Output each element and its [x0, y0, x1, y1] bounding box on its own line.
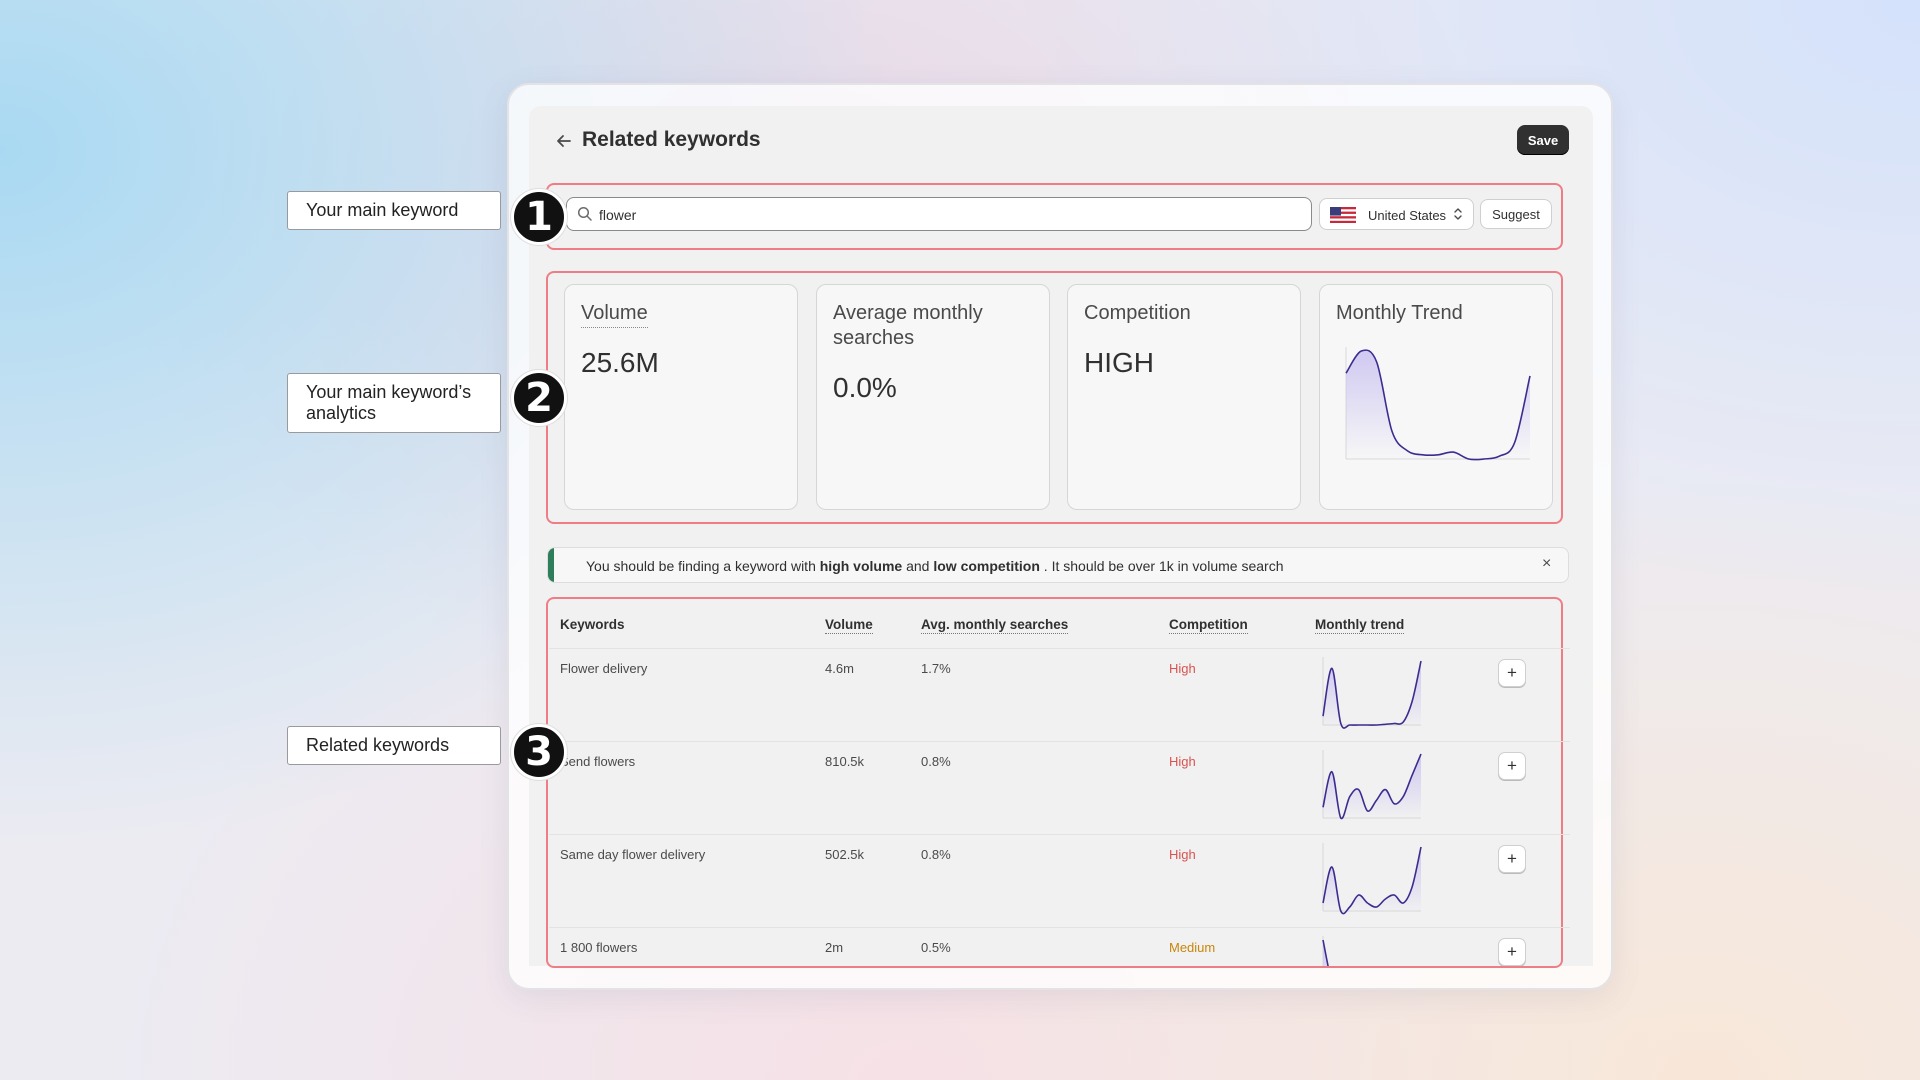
search-input[interactable]: flower — [566, 197, 1312, 231]
table-row: 1 800 flowers 2m 0.5% Medium + — [549, 928, 1570, 966]
row-volume: 810.5k — [825, 754, 865, 769]
callout-number-2: 2 — [511, 370, 567, 426]
monthly-trend-chart — [1345, 347, 1531, 461]
avg-monthly-value: 0.0% — [833, 372, 897, 403]
trend-area — [1323, 847, 1421, 914]
row-competition: High — [1169, 847, 1196, 862]
search-icon — [577, 206, 593, 222]
row-keyword: Send flowers — [560, 754, 636, 769]
monthly-trend-label: Monthly Trend — [1336, 302, 1463, 324]
row-divider — [549, 927, 1570, 928]
close-icon[interactable]: × — [1542, 555, 1552, 572]
avg-monthly-label: Average monthly searches — [833, 302, 983, 349]
competition-value: HIGH — [1084, 347, 1154, 378]
row-volume: 502.5k — [825, 847, 865, 862]
row-trend-chart — [1322, 750, 1422, 820]
header-avg-monthly[interactable]: Avg. monthly searches — [921, 617, 1069, 634]
row-avg-monthly: 0.8% — [921, 847, 951, 862]
highlight-related-keywords — [546, 597, 1563, 968]
add-keyword-button[interactable]: + — [1498, 845, 1526, 873]
row-trend-chart — [1322, 843, 1422, 915]
row-keyword: Flower delivery — [560, 661, 648, 676]
row-keyword: 1 800 flowers — [560, 940, 638, 955]
trend-line — [1322, 660, 1422, 729]
select-arrows-icon — [1452, 205, 1464, 223]
trend-line — [1322, 846, 1422, 915]
competition-label: Competition — [1084, 302, 1191, 324]
competition-card: Competition HIGH — [1067, 284, 1301, 510]
trend-line — [1322, 939, 1329, 966]
volume-label: Volume — [581, 301, 648, 328]
info-banner: You should be finding a keyword with hig… — [547, 547, 1569, 583]
callout-number-1: 1 — [511, 189, 567, 245]
row-divider — [549, 648, 1570, 649]
table-row: Send flowers 810.5k 0.8% High + — [549, 742, 1570, 834]
us-flag-icon — [1330, 207, 1356, 223]
trend-line — [1322, 753, 1422, 820]
trend-area — [1346, 350, 1530, 460]
header-competition[interactable]: Competition — [1169, 617, 1248, 634]
add-keyword-button[interactable]: + — [1498, 659, 1526, 687]
callout-analytics: Your main keyword’s analytics — [287, 373, 501, 433]
row-divider — [549, 741, 1570, 742]
banner-text: You should be finding a keyword with hig… — [586, 558, 1284, 574]
trend-area — [1323, 661, 1421, 729]
table-row: Flower delivery 4.6m 1.7% High + — [549, 649, 1570, 741]
row-avg-monthly: 0.5% — [921, 940, 951, 955]
back-arrow-icon[interactable] — [553, 130, 575, 152]
row-competition: High — [1169, 754, 1196, 769]
row-trend-chart — [1322, 936, 1329, 966]
row-avg-monthly: 0.8% — [921, 754, 951, 769]
row-avg-monthly: 1.7% — [921, 661, 951, 676]
row-divider — [549, 834, 1570, 835]
row-volume: 2m — [825, 940, 844, 955]
related-keywords-table: Keywords Volume Avg. monthly searches Co… — [549, 600, 1570, 966]
row-trend-chart — [1322, 657, 1422, 729]
row-volume: 4.6m — [825, 661, 854, 676]
add-keyword-button[interactable]: + — [1498, 938, 1526, 966]
search-value[interactable]: flower — [599, 207, 637, 223]
volume-card: Volume 25.6M — [564, 284, 798, 510]
add-keyword-button[interactable]: + — [1498, 752, 1526, 780]
page-title: Related keywords — [582, 128, 761, 151]
table-row: Same day flower delivery 502.5k 0.8% High + — [549, 835, 1570, 927]
trend-line — [1345, 349, 1531, 461]
callout-related-keywords: Related keywords — [287, 726, 501, 765]
header-volume[interactable]: Volume — [825, 617, 873, 634]
row-competition: Medium — [1169, 940, 1216, 955]
country-label: United States — [1368, 208, 1447, 223]
save-button[interactable]: Save — [1517, 125, 1569, 155]
callout-number-3: 3 — [511, 724, 567, 780]
header-keywords: Keywords — [560, 617, 625, 632]
avg-monthly-card: Average monthly searches 0.0% — [816, 284, 1050, 510]
trend-area — [1323, 754, 1421, 819]
header-monthly-trend[interactable]: Monthly trend — [1315, 617, 1405, 634]
banner-accent — [548, 548, 554, 582]
row-competition: High — [1169, 661, 1196, 676]
suggest-button[interactable]: Suggest — [1480, 199, 1552, 229]
monthly-trend-card: Monthly Trend — [1319, 284, 1553, 510]
trend-area — [1323, 940, 1329, 966]
volume-value: 25.6M — [581, 347, 659, 378]
country-select[interactable]: United States — [1319, 198, 1474, 230]
row-keyword: Same day flower delivery — [560, 847, 706, 862]
callout-main-keyword: Your main keyword — [287, 191, 501, 230]
